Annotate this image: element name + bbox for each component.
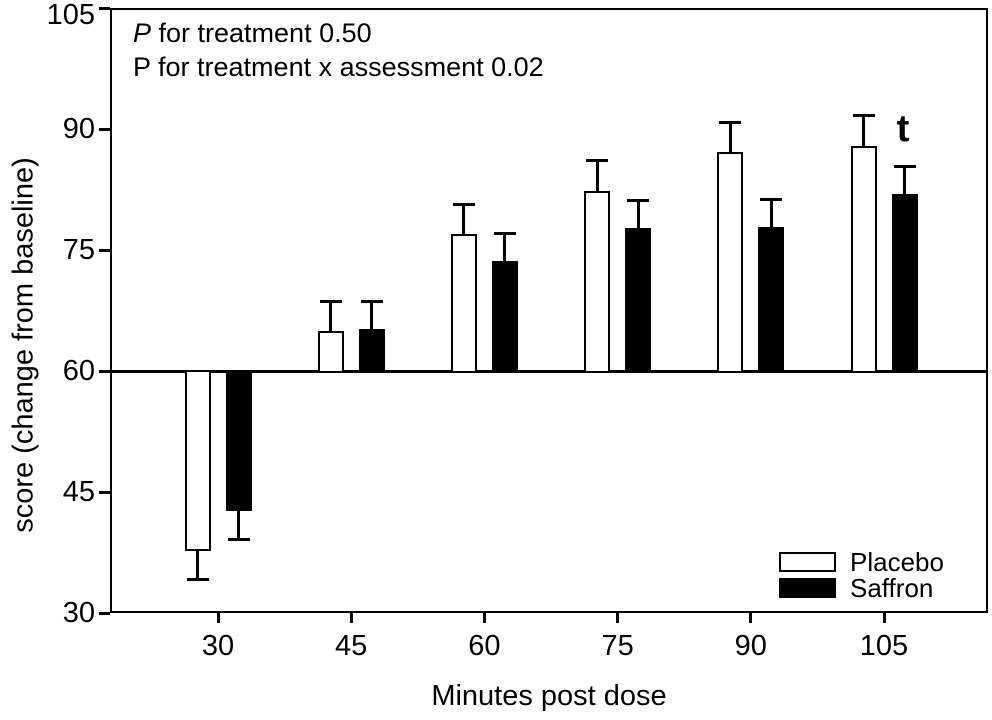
error-whisker-bar-placebo-90 — [728, 121, 732, 153]
bar-placebo-90 — [717, 151, 744, 373]
p-value-line-1: P for treatment 0.50 — [133, 16, 544, 50]
error-cap-bar-saffron-60 — [493, 232, 516, 236]
y-tick-label-45: 45 — [62, 476, 95, 508]
error-whisker-bar-placebo-105 — [862, 115, 865, 147]
error-whisker-bar-saffron-105 — [903, 166, 906, 195]
x-tick-label-75: 75 — [601, 630, 634, 662]
y-axis-tick-60 — [99, 369, 110, 373]
bar-placebo-30 — [184, 369, 211, 551]
p-value-line-2: P for treatment x assessment 0.02 — [133, 52, 544, 82]
x-tick-label-30: 30 — [201, 630, 235, 662]
error-whisker-bar-saffron-90 — [769, 199, 773, 228]
error-cap-bar-placebo-30 — [186, 577, 209, 581]
y-tick-label-30: 30 — [62, 597, 95, 629]
error-cap-bar-saffron-30 — [227, 537, 250, 541]
error-whisker-bar-saffron-30 — [237, 510, 240, 540]
y-tick-label-90: 90 — [62, 113, 95, 145]
x-axis-tick-75 — [616, 613, 620, 623]
error-whisker-bar-saffron-45 — [370, 300, 374, 331]
x-axis-tick-90 — [749, 613, 753, 623]
bar-saffron-30 — [225, 369, 252, 512]
p-symbol-italic: P — [133, 18, 152, 48]
y-tick-label-60: 60 — [62, 355, 95, 387]
bar-saffron-105 — [891, 193, 918, 373]
x-tick-label-105: 105 — [859, 630, 909, 662]
legend: Placebo Saffron — [779, 549, 944, 605]
bar-placebo-105 — [850, 145, 877, 373]
error-cap-bar-placebo-90 — [719, 120, 742, 124]
error-whisker-bar-placebo-60 — [462, 204, 466, 235]
error-cap-bar-saffron-105 — [893, 165, 916, 169]
error-cap-bar-saffron-75 — [627, 198, 650, 202]
y-axis-tick-30 — [99, 611, 110, 615]
y-axis-tick-90 — [99, 127, 110, 131]
x-tick-label-45: 45 — [335, 630, 368, 662]
x-axis-tick-60 — [482, 613, 486, 623]
error-cap-bar-saffron-45 — [360, 299, 383, 303]
legend-label-placebo: Placebo — [850, 547, 944, 577]
bar-placebo-45 — [317, 330, 344, 373]
error-cap-bar-placebo-60 — [452, 203, 475, 207]
x-axis-tick-30 — [216, 613, 220, 623]
y-axis-tick-105 — [99, 6, 110, 10]
error-whisker-bar-saffron-60 — [503, 233, 507, 263]
x-tick-label-60: 60 — [468, 630, 501, 662]
y-axis-tick-75 — [99, 248, 110, 252]
bar-saffron-45 — [358, 329, 385, 373]
significance-marker: t — [896, 108, 910, 150]
x-tick-label-90: 90 — [734, 630, 767, 662]
bar-placebo-75 — [584, 191, 611, 373]
bar-placebo-60 — [450, 233, 477, 373]
legend-swatch-saffron — [779, 578, 836, 598]
error-whisker-bar-saffron-75 — [636, 199, 640, 230]
p-value-annotation: P for treatment 0.50 P for treatment x a… — [133, 16, 544, 84]
error-cap-bar-placebo-105 — [852, 114, 875, 118]
baseline-60-line — [110, 369, 988, 373]
bar-saffron-75 — [625, 228, 652, 373]
error-whisker-bar-placebo-75 — [595, 160, 599, 193]
legend-label-saffron: Saffron — [850, 573, 934, 603]
error-whisker-bar-placebo-30 — [196, 549, 199, 580]
p-value-line-1-text: for treatment 0.50 — [151, 18, 372, 48]
plot-area: Placebo Saffron — [110, 8, 988, 613]
x-axis-title: Minutes post dose — [431, 680, 667, 712]
error-whisker-bar-placebo-45 — [329, 300, 333, 332]
legend-row-saffron: Saffron — [779, 575, 944, 601]
error-cap-bar-saffron-90 — [760, 198, 783, 202]
legend-swatch-placebo — [779, 552, 836, 572]
bar-saffron-60 — [491, 261, 518, 373]
y-tick-label-75: 75 — [62, 234, 95, 266]
error-cap-bar-placebo-45 — [319, 299, 342, 303]
x-axis-tick-105 — [882, 613, 886, 623]
error-cap-bar-placebo-75 — [586, 159, 609, 163]
x-axis-tick-45 — [349, 613, 353, 623]
y-axis-tick-45 — [99, 490, 110, 494]
legend-row-placebo: Placebo — [779, 549, 944, 575]
bar-saffron-90 — [758, 226, 785, 373]
y-tick-label-105: 105 — [46, 0, 95, 31]
